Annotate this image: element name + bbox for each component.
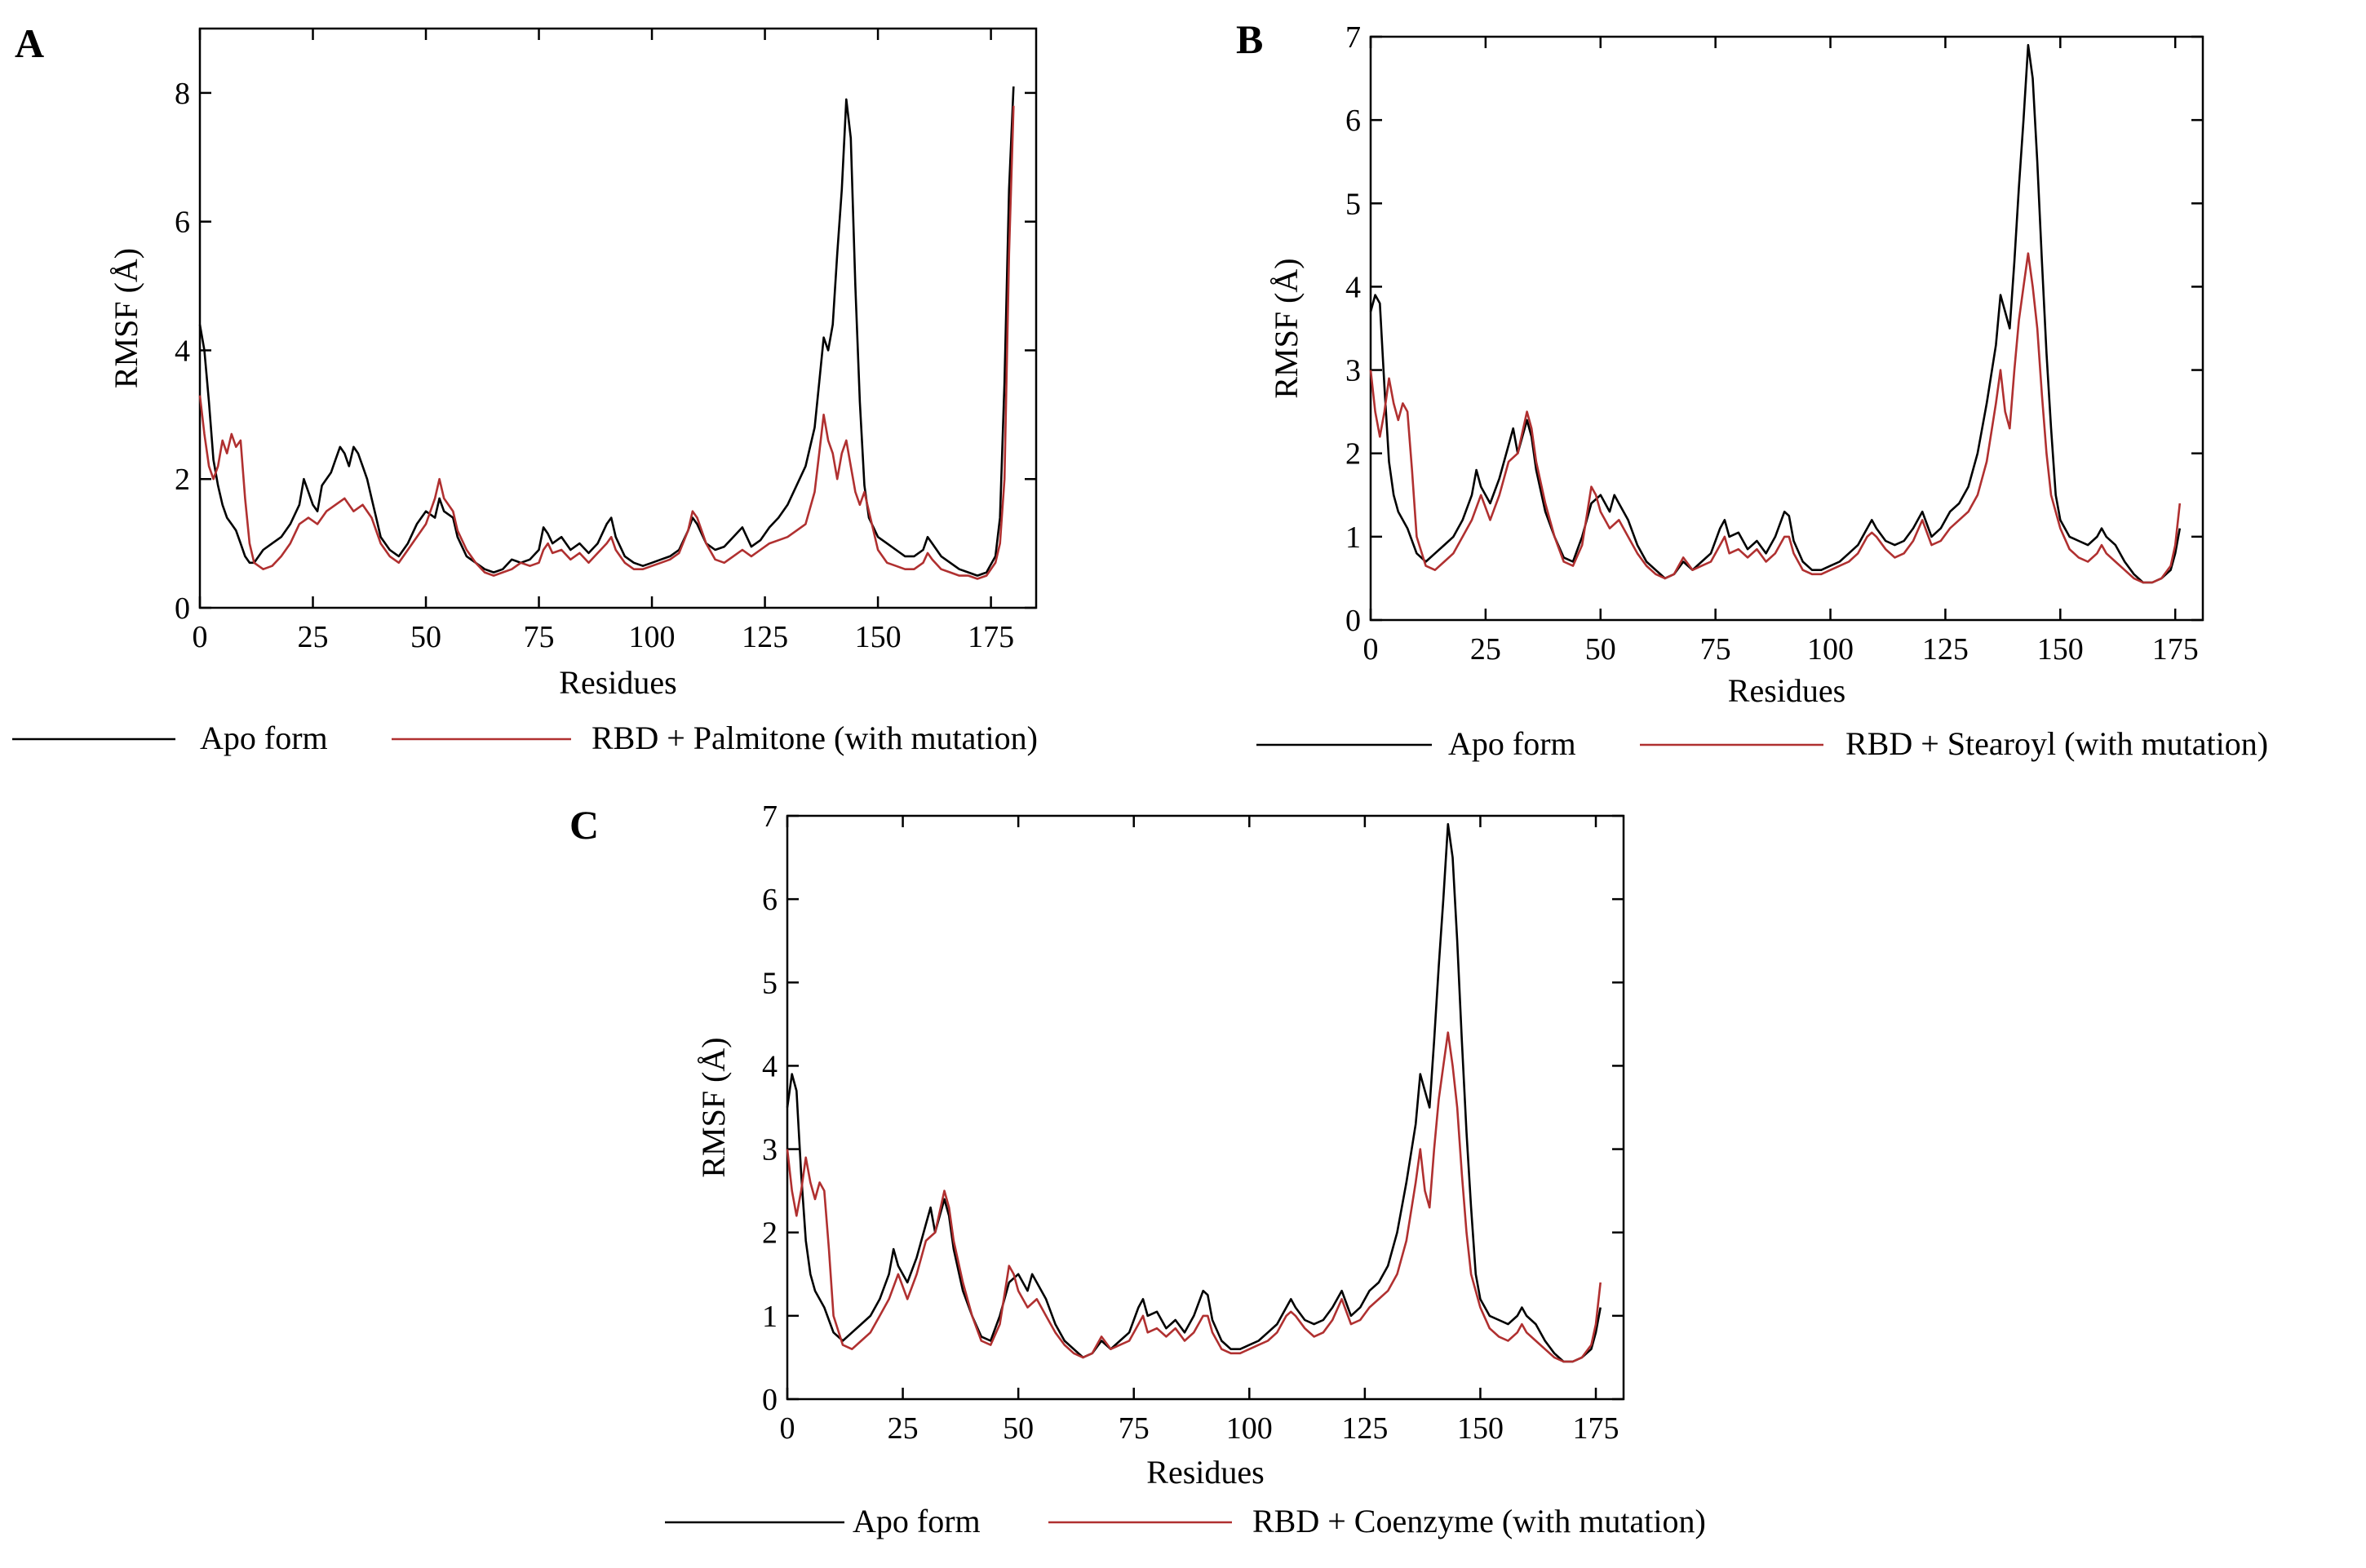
y-tick-label: 6 — [175, 206, 190, 240]
y-tick-label: 2 — [762, 1216, 778, 1251]
panel-letter: C — [569, 802, 599, 848]
x-tick-label: 125 — [1341, 1411, 1388, 1446]
y-tick-label: 4 — [175, 334, 190, 368]
y-tick-label: 1 — [1345, 520, 1361, 555]
legend-label: RBD + Coenzyme (with mutation) — [1252, 1503, 1706, 1539]
y-tick-label: 2 — [175, 463, 190, 497]
legend-label: Apo form — [853, 1503, 981, 1539]
chart-panel-a: A 0 25 50 75 100 125 150 175 0 2 4 6 8 Residues RMSF (Å… — [12, 20, 1038, 756]
x-tick-label: 150 — [855, 620, 902, 654]
y-tick-label: 7 — [762, 800, 778, 834]
series-line-complex — [786, 1031, 1602, 1363]
x-tick-label: 125 — [1922, 632, 1969, 667]
legend-label: RBD + Stearoyl (with mutation) — [1845, 725, 2268, 762]
panel-letter: A — [15, 20, 44, 66]
x-tick-label: 100 — [1226, 1411, 1273, 1446]
series-line-complex — [198, 105, 1015, 580]
x-tick-label: 50 — [1585, 632, 1616, 667]
x-tick-label: 0 — [193, 620, 208, 654]
x-tick-label: 25 — [888, 1411, 919, 1446]
y-axis-title: RMSF (Å) — [108, 248, 144, 388]
y-tick-label: 5 — [762, 966, 778, 1000]
series-line-complex — [1369, 252, 2182, 584]
x-tick-label: 175 — [968, 620, 1014, 654]
x-tick-label: 25 — [298, 620, 329, 654]
x-tick-label: 75 — [1700, 632, 1731, 667]
x-tick-label: 100 — [629, 620, 676, 654]
plot-frame — [786, 814, 1625, 1401]
x-tick-label: 75 — [524, 620, 555, 654]
y-tick-label: 4 — [1345, 270, 1361, 304]
x-tick-label: 150 — [2037, 632, 2084, 667]
x-tick-label: 100 — [1807, 632, 1854, 667]
x-tick-label: 75 — [1119, 1411, 1150, 1446]
x-axis-title: Residues — [559, 664, 676, 701]
y-tick-label: 3 — [762, 1133, 778, 1167]
panel-letter: B — [1236, 16, 1263, 62]
y-tick-label: 5 — [1345, 187, 1361, 221]
y-axis-title: RMSF (Å) — [1268, 258, 1305, 398]
x-tick-label: 0 — [1363, 632, 1379, 667]
series-line-apo — [198, 86, 1015, 577]
x-tick-label: 25 — [1470, 632, 1501, 667]
legend-label: RBD + Palmitone (with mutation) — [592, 720, 1038, 756]
legend-label: Apo form — [200, 720, 328, 756]
y-tick-label: 0 — [762, 1383, 778, 1417]
plot-frame — [1369, 35, 2204, 622]
y-tick-label: 3 — [1345, 354, 1361, 388]
legend-label: Apo form — [1448, 725, 1576, 762]
y-tick-label: 2 — [1345, 437, 1361, 472]
x-tick-label: 150 — [1457, 1411, 1504, 1446]
x-tick-label: 175 — [1573, 1411, 1619, 1446]
y-tick-label: 6 — [1345, 104, 1361, 138]
y-tick-label: 0 — [175, 591, 190, 626]
x-tick-label: 0 — [780, 1411, 795, 1446]
plot-frame — [198, 27, 1038, 609]
chart-panel-b: B 0 25 50 75 100 125 150 175 0 1 2 3 4 5 6 7 Residues RMSF… — [1236, 16, 2268, 762]
x-tick-label: 50 — [1003, 1411, 1034, 1446]
x-tick-label: 175 — [2152, 632, 2199, 667]
y-axis-title: RMSF (Å) — [695, 1037, 732, 1177]
chart-panel-c: C 0 25 50 75 100 125 150 175 0 1 2 3 4 5 6 7 Residues RMSF… — [569, 800, 1706, 1539]
x-tick-label: 125 — [742, 620, 788, 654]
x-axis-title: Residues — [1146, 1454, 1264, 1490]
x-axis-title: Residues — [1728, 672, 1845, 709]
y-tick-label: 7 — [1345, 20, 1361, 55]
series-line-apo — [1369, 43, 2182, 584]
x-tick-label: 50 — [410, 620, 441, 654]
y-tick-label: 1 — [762, 1300, 778, 1334]
y-tick-label: 8 — [175, 77, 190, 111]
y-tick-label: 0 — [1345, 604, 1361, 638]
series-line-apo — [786, 822, 1602, 1363]
y-tick-label: 4 — [762, 1049, 778, 1083]
y-tick-label: 6 — [762, 883, 778, 917]
